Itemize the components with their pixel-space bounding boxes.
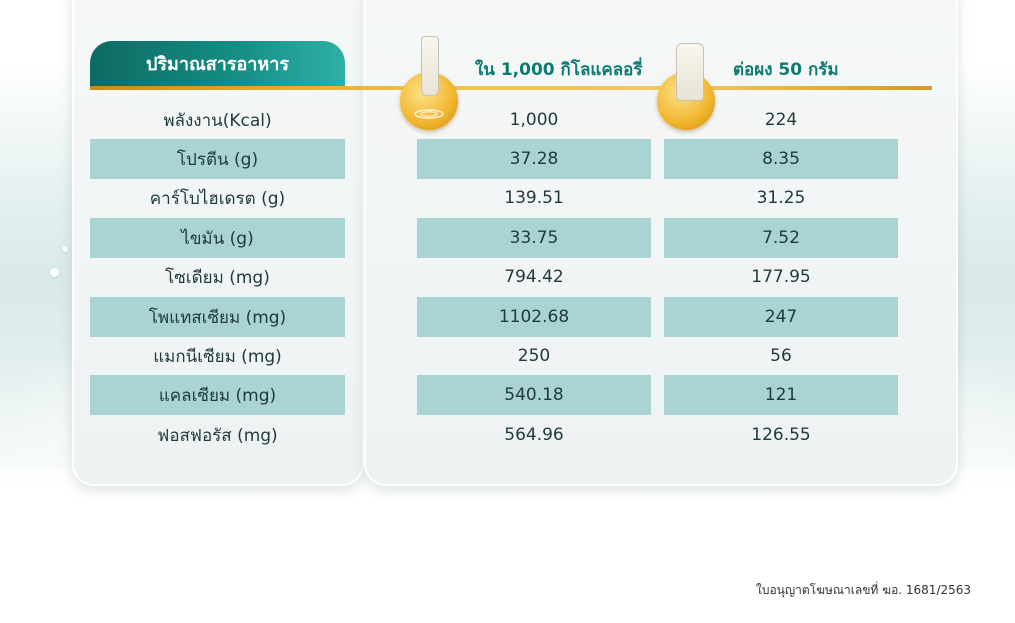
milk-bottle-icon-graphic <box>414 109 444 119</box>
col2-title: ต่อผง 50 กรัม <box>733 60 839 80</box>
value-per-50g: 247 <box>664 297 898 337</box>
value-per-1000kcal: 1102.68 <box>417 297 651 337</box>
nutrient-title-tab: ปริมาณสารอาหาร <box>90 41 345 86</box>
nutrient-label: โปรตีน (g) <box>90 139 345 179</box>
value-per-50g: 31.25 <box>756 188 806 208</box>
value-per-1000kcal: 250 <box>517 346 551 366</box>
nutrient-label: ไขมัน (g) <box>90 218 345 258</box>
value-per-1000kcal: 794.42 <box>504 267 564 287</box>
nutrient-label: โพแทสเซียม (mg) <box>90 297 345 337</box>
nutrient-label: แมกนีเซียม (mg) <box>153 346 282 367</box>
value-per-1000kcal: 540.18 <box>417 375 651 415</box>
nutrient-label: แคลเซียม (mg) <box>90 375 345 415</box>
nutrient-label: โซเดียม (mg) <box>165 267 270 288</box>
value-per-1000kcal: 33.75 <box>417 218 651 258</box>
milk-bottle-shape <box>421 36 439 96</box>
value-per-50g: 121 <box>664 375 898 415</box>
milk-drop <box>62 246 68 252</box>
value-per-50g: 7.52 <box>664 218 898 258</box>
value-per-1000kcal: 37.28 <box>417 139 651 179</box>
value-per-50g: 56 <box>770 346 792 366</box>
value-per-50g: 177.95 <box>751 267 811 287</box>
value-per-1000kcal: 139.51 <box>504 188 564 208</box>
ad-license-footnote: ใบอนุญาตโฆษณาเลขที่ ฆอ. 1681/2563 <box>756 583 972 597</box>
header-divider <box>90 86 932 90</box>
value-per-1000kcal: 1,000 <box>509 110 559 130</box>
milk-floor-background <box>0 470 1015 623</box>
nutrient-label: ฟอสฟอรัส (mg) <box>157 425 278 446</box>
milk-drop <box>50 268 59 277</box>
col1-title: ใน 1,000 กิโลแคลอรี่ <box>475 60 643 80</box>
nutrient-label: คาร์โบไฮเดรต (g) <box>149 188 286 209</box>
nutrient-title: ปริมาณสารอาหาร <box>145 54 290 75</box>
value-per-1000kcal: 564.96 <box>504 425 564 445</box>
milk-glass-shape <box>676 43 704 101</box>
value-per-50g: 8.35 <box>664 139 898 179</box>
nutrient-label: พลังงาน(Kcal) <box>163 110 272 131</box>
value-per-50g: 126.55 <box>751 425 811 445</box>
value-per-50g: 224 <box>764 110 798 130</box>
